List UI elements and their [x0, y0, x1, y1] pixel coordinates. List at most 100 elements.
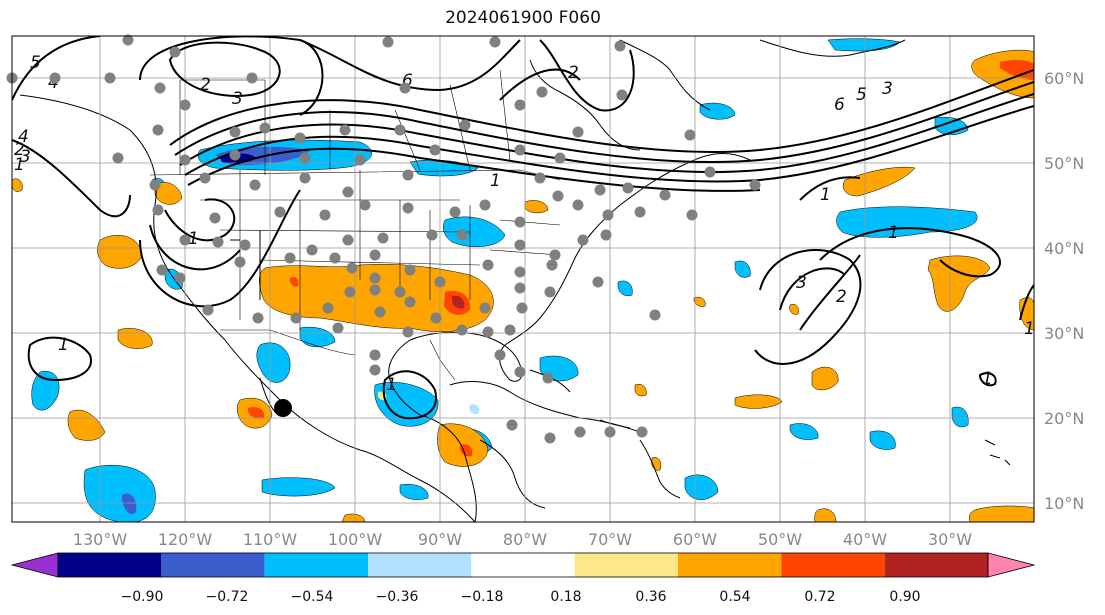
station-dot	[514, 239, 526, 251]
station-dot	[602, 209, 614, 221]
station-dot	[369, 349, 381, 361]
station-dot	[514, 99, 526, 111]
lat-label: 40°N	[1044, 239, 1084, 258]
station-dot	[604, 426, 616, 438]
lon-label: 120°W	[158, 530, 213, 549]
station-dot	[359, 199, 371, 211]
station-markers	[6, 34, 761, 444]
colorbar	[10, 552, 1036, 578]
lon-label: 100°W	[328, 530, 383, 549]
station-dot	[402, 169, 414, 181]
station-dot	[430, 312, 442, 324]
station-dot	[104, 72, 116, 84]
station-dot	[434, 276, 446, 288]
contour-label: 3	[232, 89, 243, 109]
latitude-labels: 60°N 50°N 40°N 30°N 20°N 10°N	[1044, 69, 1084, 513]
station-dot	[634, 206, 646, 218]
station-dot	[246, 72, 258, 84]
colorbar-tick-label: 0.72	[804, 589, 835, 605]
station-dot	[404, 264, 416, 276]
station-dot	[322, 302, 334, 314]
station-dot	[342, 186, 354, 198]
contour-label: 1	[490, 171, 501, 191]
station-dot	[342, 234, 354, 246]
contour-label: 5	[856, 85, 867, 105]
colorbar-tick-label: −0.36	[376, 589, 419, 605]
station-dot	[456, 229, 468, 241]
station-dot	[449, 206, 461, 218]
station-dot	[482, 259, 494, 271]
station-dot	[49, 72, 61, 84]
station-dot	[274, 206, 286, 218]
station-dot	[329, 252, 341, 264]
station-dot	[429, 144, 441, 156]
station-dot	[259, 122, 271, 134]
station-dot	[369, 364, 381, 376]
contour-label: 1	[888, 223, 899, 243]
station-dot	[179, 234, 191, 246]
station-dot	[152, 204, 164, 216]
station-dot	[704, 166, 716, 178]
station-dot	[456, 324, 468, 336]
contour-label: 1	[820, 185, 831, 205]
station-dot	[319, 209, 331, 221]
station-dot	[544, 432, 556, 444]
station-dot	[174, 272, 186, 284]
lat-label: 20°N	[1044, 409, 1084, 428]
colorbar-segment	[574, 553, 678, 577]
station-dot	[616, 89, 628, 101]
station-dot	[199, 172, 211, 184]
station-dot	[622, 182, 634, 194]
station-dot	[209, 212, 221, 224]
lat-label: 50°N	[1044, 154, 1084, 173]
colorbar-tick-label: −0.90	[121, 589, 164, 605]
station-dot	[346, 262, 358, 274]
colorbar-segment	[471, 553, 575, 577]
map-title: 2024061900 F060	[445, 8, 601, 28]
station-dot	[479, 302, 491, 314]
contour-label: 1	[188, 229, 199, 249]
contour-label: 1	[1024, 319, 1035, 339]
contour-label: 3	[796, 273, 807, 293]
station-dot	[394, 286, 406, 298]
station-dot	[649, 309, 661, 321]
lon-label: 50°W	[758, 530, 802, 549]
station-dot	[122, 34, 134, 46]
colorbar-segment	[161, 553, 265, 577]
station-dot	[202, 304, 214, 316]
lon-label: 130°W	[73, 530, 128, 549]
colorbar-tick-label: −0.54	[291, 589, 334, 605]
station-dot	[479, 199, 491, 211]
station-dot	[252, 312, 264, 324]
colorbar-segment	[58, 553, 162, 577]
station-dot	[294, 132, 306, 144]
station-dot	[369, 272, 381, 284]
lat-label: 10°N	[1044, 494, 1084, 513]
station-dot	[299, 172, 311, 184]
contour-label: 2	[836, 287, 847, 307]
station-dot	[574, 426, 586, 438]
station-dot	[684, 129, 696, 141]
graticule	[12, 36, 1034, 522]
contour-label: 1	[14, 155, 25, 175]
contour-label: 3	[20, 147, 31, 167]
lon-label: 80°W	[503, 530, 547, 549]
lat-label: 30°N	[1044, 324, 1084, 343]
station-dot	[169, 46, 181, 58]
station-dot	[344, 286, 356, 298]
lon-label: 70°W	[588, 530, 632, 549]
station-dot	[369, 249, 381, 261]
station-dot	[404, 296, 416, 308]
station-dot	[572, 126, 584, 138]
colorbar-tick-label: −0.72	[206, 589, 249, 605]
station-dot	[426, 229, 438, 241]
station-dot	[494, 349, 506, 361]
station-dot	[554, 152, 566, 164]
contour-labels: 5 4 2 3 6 6 5 4 3 2 1 1 1 1 2 3 1 1 1 1 …	[14, 53, 1035, 395]
station-dot	[299, 152, 311, 164]
station-dot	[154, 82, 166, 94]
station-dot	[284, 252, 296, 264]
station-dot	[332, 322, 344, 334]
station-dot	[339, 124, 351, 136]
